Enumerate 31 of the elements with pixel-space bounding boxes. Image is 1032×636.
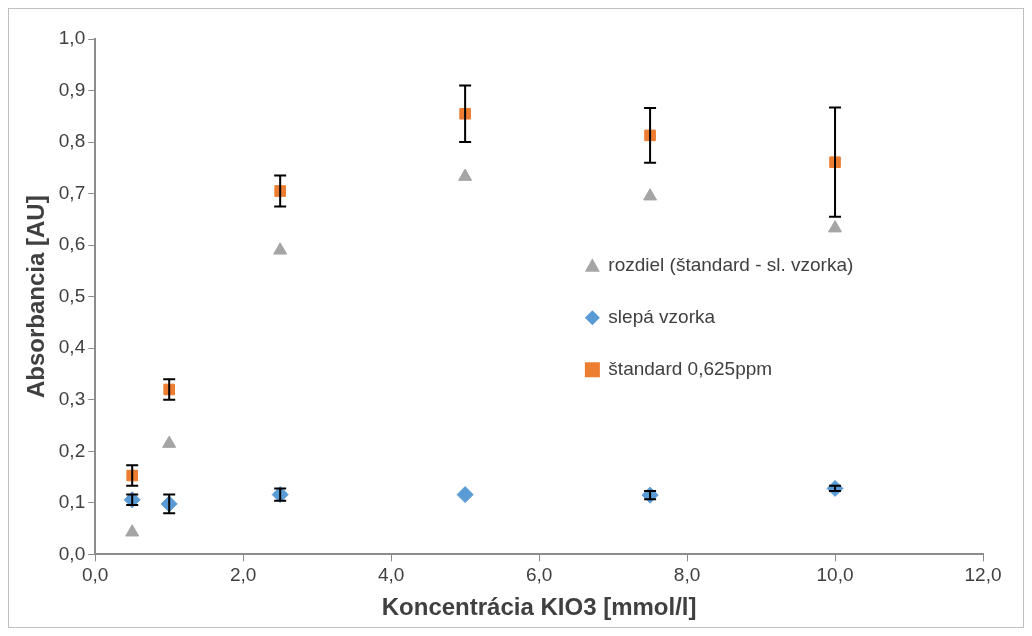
x-tick-label: 4,0	[377, 564, 405, 586]
point	[162, 435, 177, 448]
x-tick-label: 8,0	[673, 564, 701, 586]
point	[643, 188, 658, 201]
point	[456, 486, 474, 504]
x-tick-label: 0,0	[82, 564, 109, 586]
y-tick-label: 0,1	[58, 491, 86, 513]
point	[458, 168, 473, 181]
x-tick-label: 6,0	[525, 564, 553, 586]
x-axis-title: Koncentrácia KIO3 [mmol/l]	[381, 593, 697, 621]
x-tick-label: 2,0	[229, 564, 257, 586]
y-tick-label: 0,2	[58, 439, 86, 461]
legend-label: štandard 0,625ppm	[608, 358, 773, 380]
y-tick-label: 0,7	[58, 181, 86, 203]
y-axis-title: Absorbancia [AU]	[22, 195, 50, 399]
point	[828, 220, 843, 233]
y-tick-label: 0,4	[58, 336, 86, 358]
y-tick-label: 1,0	[58, 27, 86, 49]
legend-label: slepá vzorka	[608, 306, 716, 328]
point	[125, 524, 140, 537]
point	[273, 242, 288, 255]
legend-label: rozdiel (štandard - sl. vzorka)	[608, 254, 854, 276]
y-tick-label: 0,0	[58, 542, 86, 564]
y-tick-label: 0,3	[58, 388, 86, 410]
y-tick-label: 0,9	[58, 78, 86, 100]
y-tick-label: 0,8	[58, 130, 86, 152]
x-tick-label: 12,0	[964, 564, 1002, 586]
y-tick-label: 0,5	[58, 284, 86, 306]
point	[641, 486, 659, 504]
x-tick-label: 10,0	[816, 564, 854, 586]
y-tick-label: 0,6	[58, 233, 86, 255]
